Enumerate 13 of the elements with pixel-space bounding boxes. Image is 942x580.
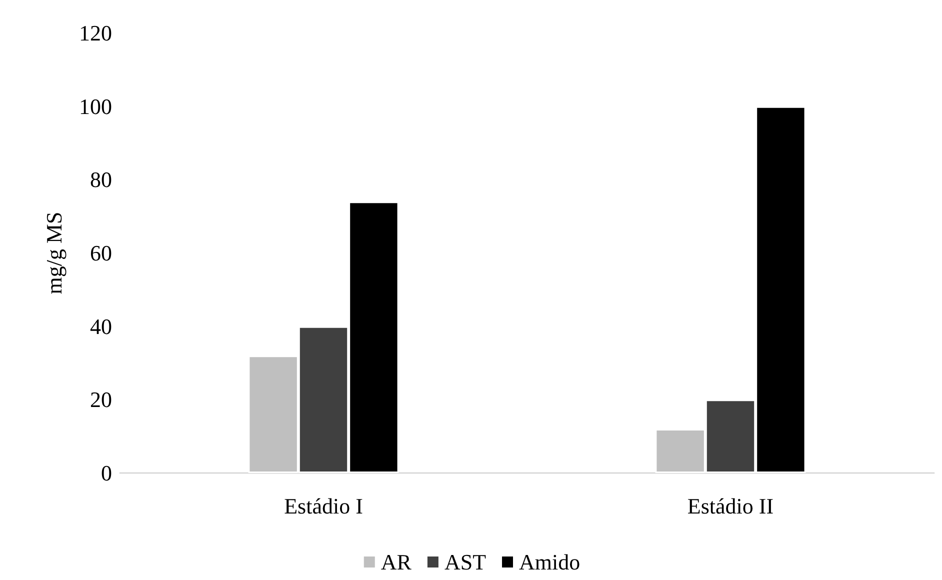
y-tick-label: 0	[101, 460, 112, 486]
legend-label: AR	[380, 550, 412, 574]
legend-label: AST	[444, 550, 487, 574]
x-tick-label: Estádio I	[284, 494, 363, 518]
y-tick-label: 60	[90, 240, 112, 266]
legend-label: Amido	[519, 550, 580, 574]
y-axis-title: mg/g MS	[42, 212, 66, 294]
y-tick-label: 40	[90, 314, 112, 339]
y-tick-label: 120	[79, 20, 112, 46]
y-tick-label: 80	[90, 167, 112, 192]
y-tick-label: 100	[79, 94, 112, 119]
y-tick-label: 20	[90, 387, 112, 412]
x-tick-label: Estádio II	[687, 494, 774, 518]
